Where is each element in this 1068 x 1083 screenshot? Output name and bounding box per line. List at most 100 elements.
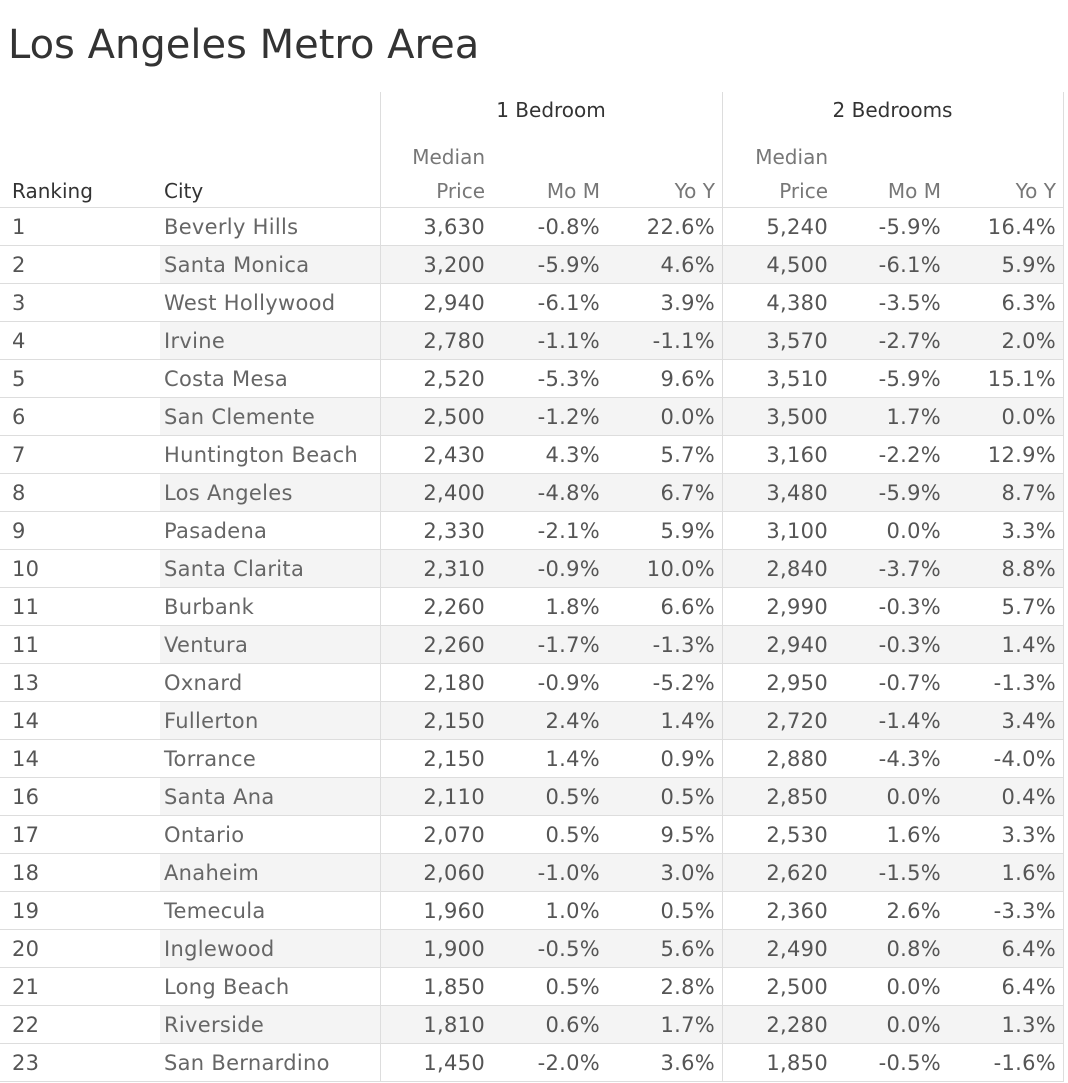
value-cell: 1,810: [423, 1013, 485, 1037]
value-cell: 1.3%: [1001, 1013, 1056, 1037]
value-cell: -1.0%: [537, 861, 600, 885]
value-cell: 0.0%: [1001, 405, 1056, 429]
value-cell: 0.4%: [1001, 785, 1056, 809]
value-cell: 2,360: [766, 899, 828, 923]
city-cell: Oxnard: [164, 671, 243, 695]
value-cell: -5.2%: [652, 671, 715, 695]
row-line: [0, 1081, 1063, 1082]
value-cell: 2,880: [766, 747, 828, 771]
value-cell: -2.0%: [537, 1051, 600, 1075]
city-cell: Torrance: [164, 747, 257, 771]
row-line: [0, 625, 1063, 626]
column-header: Median Price: [755, 145, 828, 203]
value-cell: -1.1%: [652, 329, 715, 353]
row-stripe: [160, 322, 1063, 360]
value-cell: -0.9%: [537, 671, 600, 695]
city-cell: Burbank: [164, 595, 255, 619]
value-cell: -1.3%: [652, 633, 715, 657]
value-cell: 2,150: [423, 709, 485, 733]
value-cell: 2,780: [423, 329, 485, 353]
value-cell: 3,500: [766, 405, 828, 429]
value-cell: 2,990: [766, 595, 828, 619]
value-cell: 1.7%: [660, 1013, 715, 1037]
row-line: [0, 587, 1063, 588]
column-header: Median Price: [412, 145, 485, 203]
value-cell: 3,630: [423, 215, 485, 239]
value-cell: 2,260: [423, 595, 485, 619]
value-cell: 2,430: [423, 443, 485, 467]
value-cell: 10.0%: [646, 557, 715, 581]
value-cell: 3.9%: [660, 291, 715, 315]
row-line: [0, 549, 1063, 550]
value-cell: -5.9%: [537, 253, 600, 277]
value-cell: 2,400: [423, 481, 485, 505]
value-cell: -1.4%: [878, 709, 941, 733]
value-cell: 2,530: [766, 823, 828, 847]
value-cell: 2,490: [766, 937, 828, 961]
value-cell: 2,940: [766, 633, 828, 657]
row-stripe: [160, 474, 1063, 512]
city-cell: Santa Ana: [164, 785, 275, 809]
row-line: [0, 321, 1063, 322]
city-cell: Los Angeles: [164, 481, 293, 505]
rank-cell: 18: [12, 861, 40, 885]
value-cell: 1,850: [423, 975, 485, 999]
value-cell: 4,500: [766, 253, 828, 277]
row-line: [0, 245, 1063, 246]
value-cell: 6.6%: [660, 595, 715, 619]
city-cell: Beverly Hills: [164, 215, 299, 239]
value-cell: 0.5%: [660, 899, 715, 923]
city-cell: West Hollywood: [164, 291, 336, 315]
value-cell: 0.5%: [545, 785, 600, 809]
row-line: [0, 929, 1063, 930]
value-cell: 4,380: [766, 291, 828, 315]
city-cell: Irvine: [164, 329, 226, 353]
value-cell: 2,500: [423, 405, 485, 429]
row-line: [0, 283, 1063, 284]
rank-cell: 20: [12, 937, 40, 961]
city-cell: Ventura: [164, 633, 249, 657]
column-line: [1063, 92, 1064, 1082]
row-stripe: [160, 1006, 1063, 1044]
value-cell: -5.9%: [878, 481, 941, 505]
value-cell: 2,850: [766, 785, 828, 809]
value-cell: 3,160: [766, 443, 828, 467]
value-cell: 1,850: [766, 1051, 828, 1075]
value-cell: -1.6%: [993, 1051, 1056, 1075]
value-cell: 0.6%: [545, 1013, 600, 1037]
value-cell: 8.7%: [1001, 481, 1056, 505]
value-cell: 1.4%: [545, 747, 600, 771]
value-cell: 2,260: [423, 633, 485, 657]
value-cell: -5.3%: [537, 367, 600, 391]
rank-cell: 1: [12, 215, 26, 239]
column-header: Mo M: [887, 179, 941, 203]
value-cell: 2,280: [766, 1013, 828, 1037]
value-cell: 2,110: [423, 785, 485, 809]
city-cell: Inglewood: [164, 937, 275, 961]
column-header: Yo Y: [674, 179, 715, 203]
row-line: [0, 359, 1063, 360]
rank-cell: 22: [12, 1013, 40, 1037]
rank-cell: 11: [12, 595, 40, 619]
value-cell: 2,950: [766, 671, 828, 695]
value-cell: 2,060: [423, 861, 485, 885]
value-cell: 2,940: [423, 291, 485, 315]
value-cell: -0.5%: [537, 937, 600, 961]
value-cell: -6.1%: [537, 291, 600, 315]
value-cell: -4.3%: [878, 747, 941, 771]
column-header: Ranking: [12, 179, 93, 203]
rank-cell: 17: [12, 823, 40, 847]
row-line: [0, 473, 1063, 474]
row-stripe: [160, 550, 1063, 588]
value-cell: 1.4%: [1001, 633, 1056, 657]
value-cell: 3.3%: [1001, 823, 1056, 847]
column-line: [380, 92, 381, 1082]
row-stripe: [160, 626, 1063, 664]
value-cell: 2.8%: [660, 975, 715, 999]
rank-cell: 4: [12, 329, 26, 353]
value-cell: 0.0%: [886, 519, 941, 543]
value-cell: 3,510: [766, 367, 828, 391]
value-cell: 2,720: [766, 709, 828, 733]
row-line: [0, 701, 1063, 702]
row-stripe: [160, 246, 1063, 284]
